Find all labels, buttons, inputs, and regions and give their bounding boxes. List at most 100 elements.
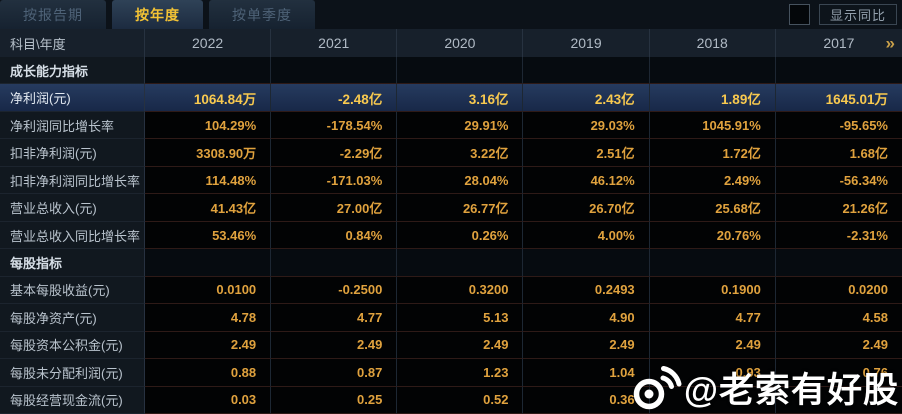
value-cell: 26.70亿 bbox=[523, 194, 650, 222]
value-cell: 104.29% bbox=[145, 111, 272, 140]
table-row[interactable]: 成长能力指标 bbox=[0, 57, 902, 85]
table-row[interactable]: 营业总收入(元) 41.43亿 27.00亿 26.77亿 26.70亿 25.68亿 21… bbox=[0, 194, 902, 222]
value-cell bbox=[271, 249, 398, 277]
year-header-2017: 2017 » bbox=[776, 29, 902, 57]
table-row[interactable]: 净利润(元) 1064.84万 -2.48亿 3.16亿 2.43亿 1.89亿 1645.… bbox=[0, 84, 902, 112]
value-cell: 2.49 bbox=[145, 331, 272, 360]
value-cell: 0.25 bbox=[271, 386, 398, 414]
value-cell: 2.43亿 bbox=[523, 84, 650, 112]
tab-by-year[interactable]: 按年度 bbox=[112, 0, 203, 29]
value-cell: 2.51亿 bbox=[523, 139, 650, 167]
tab-by-single-quarter[interactable]: 按单季度 bbox=[209, 0, 315, 29]
value-cell: 2.49 bbox=[775, 331, 902, 360]
value-cell: 2.49 bbox=[397, 331, 524, 360]
row-label: 净利润(元) bbox=[0, 84, 145, 112]
table-row[interactable]: 扣非净利润(元) 3308.90万 -2.29亿 3.22亿 2.51亿 1.72亿 1.6… bbox=[0, 139, 902, 167]
value-cell: 0.36 bbox=[523, 386, 650, 414]
row-label: 净利润同比增长率 bbox=[0, 111, 145, 140]
year-header-2019: 2019 bbox=[523, 29, 650, 57]
value-cell: 2.49 bbox=[649, 331, 776, 360]
value-cell: 41.43亿 bbox=[145, 194, 272, 222]
value-cell: 1.23 bbox=[397, 359, 524, 387]
table-row[interactable]: 每股未分配利润(元) 0.88 0.87 1.23 1.04 0.93 0.76 bbox=[0, 359, 902, 387]
corner-header: 科目\年度 bbox=[0, 29, 145, 57]
value-cell: -0.2500 bbox=[271, 276, 398, 305]
row-label: 扣非净利润同比增长率 bbox=[0, 166, 145, 195]
year-header-2021: 2021 bbox=[271, 29, 398, 57]
value-cell: 0.0200 bbox=[775, 276, 902, 305]
table-row[interactable]: 每股指标 bbox=[0, 249, 902, 277]
value-cell: -2.48亿 bbox=[271, 84, 398, 112]
table-row[interactable]: 扣非净利润同比增长率 114.48% -171.03% 28.04% 46.12% 2.4… bbox=[0, 166, 902, 195]
value-cell: 4.77 bbox=[649, 304, 776, 332]
value-cell: 0.93 bbox=[649, 359, 776, 387]
value-cell: 2.49 bbox=[523, 331, 650, 360]
value-cell: 1.72亿 bbox=[649, 139, 776, 167]
value-cell: 0.0100 bbox=[145, 276, 272, 305]
value-cell: 0.76 bbox=[775, 359, 902, 387]
row-label: 每股未分配利润(元) bbox=[0, 359, 145, 387]
value-cell bbox=[775, 57, 902, 85]
show-yoy-button[interactable]: 显示同比 bbox=[818, 4, 897, 25]
row-label: 每股经营现金流(元) bbox=[0, 386, 145, 414]
value-cell: 2.49 bbox=[271, 331, 398, 360]
row-label: 每股指标 bbox=[0, 249, 145, 277]
value-cell: -178.54% bbox=[271, 111, 398, 140]
table-row[interactable]: 每股经营现金流(元) 0.03 0.25 0.52 0.36 bbox=[0, 386, 902, 414]
value-cell: 3.22亿 bbox=[397, 139, 524, 167]
value-cell: 1064.84万 bbox=[145, 84, 272, 112]
show-yoy-checkbox[interactable] bbox=[788, 4, 810, 25]
value-cell: 4.77 bbox=[271, 304, 398, 332]
value-cell: 46.12% bbox=[523, 166, 650, 195]
more-columns-icon[interactable]: » bbox=[885, 33, 895, 53]
value-cell: 0.2493 bbox=[523, 276, 650, 305]
value-cell: 3.16亿 bbox=[397, 84, 524, 112]
value-cell bbox=[775, 249, 902, 277]
value-cell bbox=[145, 57, 272, 85]
value-cell bbox=[397, 249, 524, 277]
value-cell: 29.91% bbox=[397, 111, 524, 140]
row-label: 扣非净利润(元) bbox=[0, 139, 145, 167]
value-cell bbox=[397, 57, 524, 85]
row-label: 每股净资产(元) bbox=[0, 304, 145, 332]
value-cell: 4.00% bbox=[523, 221, 650, 250]
value-cell: 4.90 bbox=[523, 304, 650, 332]
value-cell: 21.26亿 bbox=[775, 194, 902, 222]
value-cell: 1.89亿 bbox=[649, 84, 776, 112]
table-body: 成长能力指标 净利润(元) 1064.84万 -2.48亿 3.16亿 2.43亿 1.89… bbox=[0, 57, 902, 414]
value-cell: 5.13 bbox=[397, 304, 524, 332]
value-cell: 0.52 bbox=[397, 386, 524, 414]
table-row[interactable]: 营业总收入同比增长率 53.46% 0.84% 0.26% 4.00% 20.76% -2.… bbox=[0, 221, 902, 250]
table-row[interactable]: 净利润同比增长率 104.29% -178.54% 29.91% 29.03% 1045.… bbox=[0, 111, 902, 140]
value-cell: 20.76% bbox=[649, 221, 776, 250]
value-cell bbox=[145, 249, 272, 277]
value-cell: 0.03 bbox=[145, 386, 272, 414]
value-cell: -171.03% bbox=[271, 166, 398, 195]
row-label: 成长能力指标 bbox=[0, 57, 145, 85]
value-cell: 27.00亿 bbox=[271, 194, 398, 222]
table-row[interactable]: 每股资本公积金(元) 2.49 2.49 2.49 2.49 2.49 2.49 bbox=[0, 331, 902, 360]
year-header-2020: 2020 bbox=[397, 29, 524, 57]
value-cell: 1645.01万 bbox=[775, 84, 902, 112]
value-cell: -95.65% bbox=[775, 111, 902, 140]
value-cell: 1.68亿 bbox=[775, 139, 902, 167]
value-cell: 0.87 bbox=[271, 359, 398, 387]
value-cell: 0.3200 bbox=[397, 276, 524, 305]
value-cell: 4.78 bbox=[145, 304, 272, 332]
table-row[interactable]: 每股净资产(元) 4.78 4.77 5.13 4.90 4.77 4.58 bbox=[0, 304, 902, 332]
value-cell: 0.84% bbox=[271, 221, 398, 250]
tab-by-report-period[interactable]: 按报告期 bbox=[0, 0, 106, 29]
yoy-controls: 显示同比 bbox=[788, 4, 897, 25]
value-cell: -2.31% bbox=[775, 221, 902, 250]
year-header-label: 2017 bbox=[823, 35, 855, 51]
value-cell bbox=[775, 386, 902, 414]
value-cell bbox=[523, 249, 650, 277]
value-cell bbox=[649, 57, 776, 85]
value-cell bbox=[271, 57, 398, 85]
row-label: 基本每股收益(元) bbox=[0, 276, 145, 305]
value-cell: 114.48% bbox=[145, 166, 272, 195]
row-label: 每股资本公积金(元) bbox=[0, 331, 145, 360]
value-cell: 0.26% bbox=[397, 221, 524, 250]
table-row[interactable]: 基本每股收益(元) 0.0100 -0.2500 0.3200 0.2493 0.1900… bbox=[0, 276, 902, 305]
